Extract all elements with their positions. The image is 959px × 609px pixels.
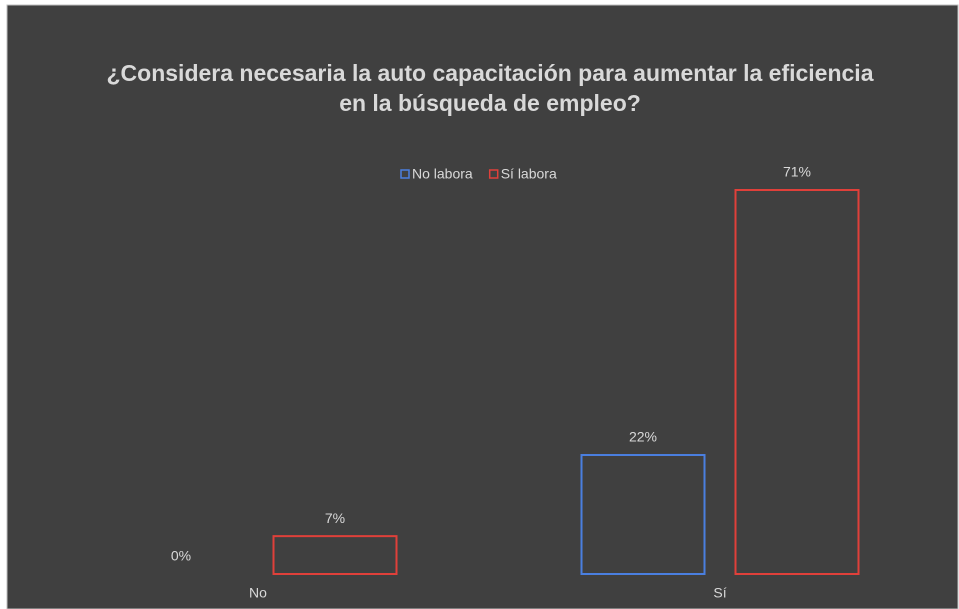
data-label: 22% xyxy=(629,429,657,445)
bar xyxy=(580,454,706,576)
bar xyxy=(272,535,398,576)
legend-swatch xyxy=(400,169,410,179)
legend-swatch xyxy=(488,169,499,179)
x-tick-label: No xyxy=(249,585,267,601)
chart-area xyxy=(6,4,959,609)
legend-label: No labora xyxy=(412,166,473,182)
chart-title: ¿Considera necesaria la auto capacitació… xyxy=(106,60,874,116)
x-tick-label: Sí xyxy=(713,585,726,601)
data-label: 71% xyxy=(783,164,811,180)
bar xyxy=(734,189,860,575)
legend-label: Sí labora xyxy=(501,166,557,182)
data-label: 7% xyxy=(325,510,345,526)
data-label: 0% xyxy=(171,548,191,564)
